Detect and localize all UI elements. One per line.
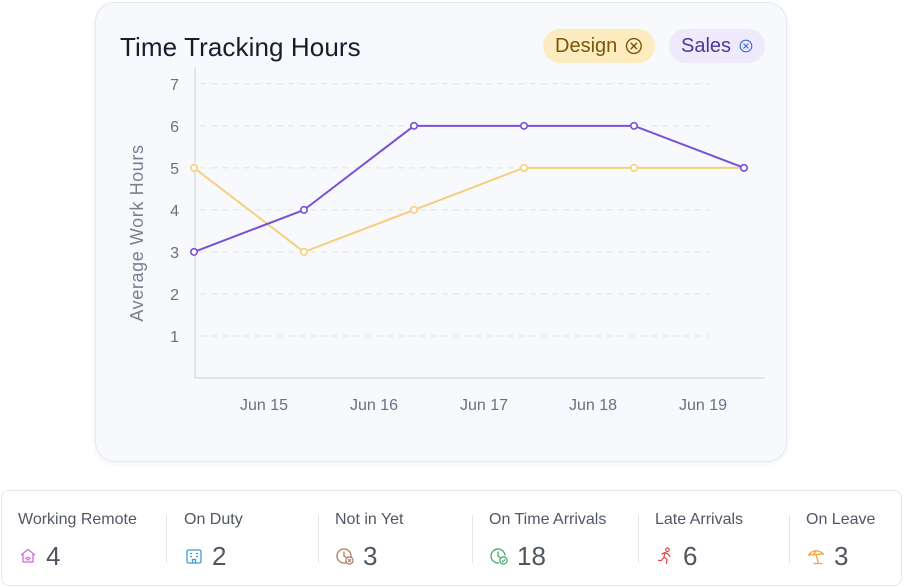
y-axis-label: Average Work Hours [127,144,147,321]
stat-value: 2 [212,541,227,571]
running-person-icon [657,547,671,565]
data-point [409,121,418,130]
data-point [300,205,309,214]
stat-label: On Duty [184,511,243,528]
divider [318,515,319,563]
stat-value: 6 [683,541,698,571]
line-chart: 1 2 3 4 5 6 7 Jun 15 Jun 16 Jun 17 Jun 18 Jun 19 Ave… [127,67,765,414]
filter-tag-label: Design [555,34,618,57]
stat-value: 3 [363,541,378,571]
data-point [629,121,638,130]
close-circle-icon[interactable] [625,37,643,55]
data-point [629,163,638,172]
home-wifi-icon [20,548,36,563]
time-tracking-card: Time Tracking Hours Design Sales 1 2 3 4 5 6 7… [95,2,787,462]
data-point [739,163,748,172]
x-tick-label: Jun 16 [350,397,398,414]
clock-check-icon [490,548,508,565]
clock-x-icon [336,548,354,565]
stat-value: 18 [517,541,546,571]
data-point [409,205,418,214]
y-tick-label: 3 [170,245,179,262]
y-tick-label: 5 [170,161,179,178]
data-point [519,163,528,172]
series-line-sales [193,124,745,253]
divider [472,515,473,563]
y-tick-label: 6 [170,119,179,136]
stat-label: Working Remote [18,511,137,528]
beach-umbrella-icon [807,550,825,565]
card-title: Time Tracking Hours [120,32,361,62]
stat-label: Late Arrivals [655,511,744,528]
divider [638,515,639,563]
x-tick-label: Jun 19 [679,397,727,414]
building-icon [186,549,202,564]
x-tick-label: Jun 17 [460,397,508,414]
stat-value: 3 [834,541,849,571]
close-circle-icon[interactable] [739,37,753,55]
data-point [190,163,199,172]
filter-tag-label: Sales [681,34,732,57]
data-point [300,247,309,256]
x-tick-label: Jun 18 [569,397,617,414]
data-point [190,247,199,256]
attendance-stats-bar: Working Remote 4 On Duty 2 Not in Yet [1,490,902,586]
stat-label: On Time Arrivals [489,511,607,528]
stat-label: Not in Yet [335,511,404,528]
filter-tag-design[interactable]: Design [543,29,655,63]
y-tick-label: 1 [170,329,179,346]
y-tick-label: 2 [170,287,179,304]
series-line-design [193,166,744,253]
divider [166,515,167,563]
stat-label: On Leave [806,511,876,528]
x-tick-label: Jun 15 [240,397,288,414]
stat-value: 4 [46,541,61,571]
y-tick-label: 7 [170,77,179,94]
filter-tag-sales[interactable]: Sales [669,29,765,63]
divider [789,515,790,563]
data-point [519,121,528,130]
y-tick-label: 4 [170,203,179,220]
